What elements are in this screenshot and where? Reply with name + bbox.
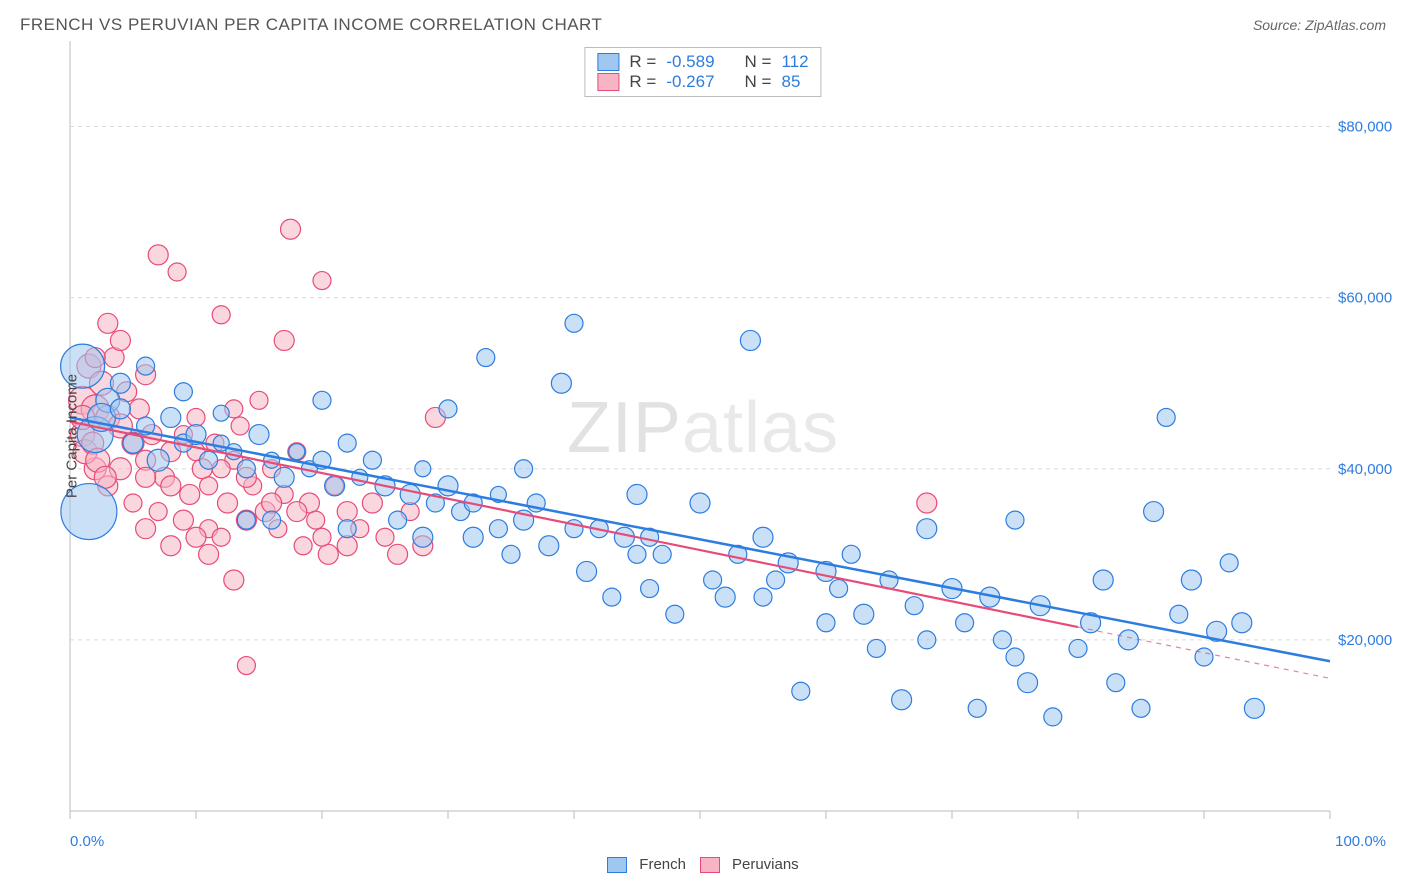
legend-row-peruvian: R = -0.267 N = 85 — [597, 72, 808, 92]
svg-text:$20,000: $20,000 — [1338, 632, 1392, 649]
swatch-french — [597, 53, 619, 71]
svg-text:$40,000: $40,000 — [1338, 461, 1392, 478]
swatch-peruvian — [597, 73, 619, 91]
legend-row-french: R = -0.589 N = 112 — [597, 52, 808, 72]
correlation-legend: R = -0.589 N = 112 R = -0.267 N = 85 — [584, 47, 821, 97]
x-min-label: 0.0% — [70, 833, 104, 850]
y-axis-label: Per Capita Income — [64, 374, 81, 498]
series-legend: French Peruvians — [20, 856, 1386, 873]
legend-item-peruvian: Peruvians — [700, 856, 799, 873]
source-label: Source: ZipAtlas.com — [1253, 17, 1386, 33]
x-axis-labels: 0.0% 100.0% — [20, 833, 1386, 850]
scatter-chart-svg: $20,000 $40,000 $60,000 $80,000 — [20, 41, 1400, 831]
chart-title: FRENCH VS PERUVIAN PER CAPITA INCOME COR… — [20, 15, 602, 35]
legend-item-french: French — [607, 856, 686, 873]
x-max-label: 100.0% — [1335, 833, 1386, 850]
svg-text:$80,000: $80,000 — [1338, 119, 1392, 136]
svg-text:$60,000: $60,000 — [1338, 290, 1392, 307]
legend-label-peruvian: Peruvians — [732, 856, 799, 873]
chart-area: Per Capita Income $20,000$40,000$60,000$… — [20, 41, 1386, 831]
swatch-french-icon — [607, 857, 627, 873]
legend-label-french: French — [639, 856, 686, 873]
swatch-peruvian-icon — [700, 857, 720, 873]
